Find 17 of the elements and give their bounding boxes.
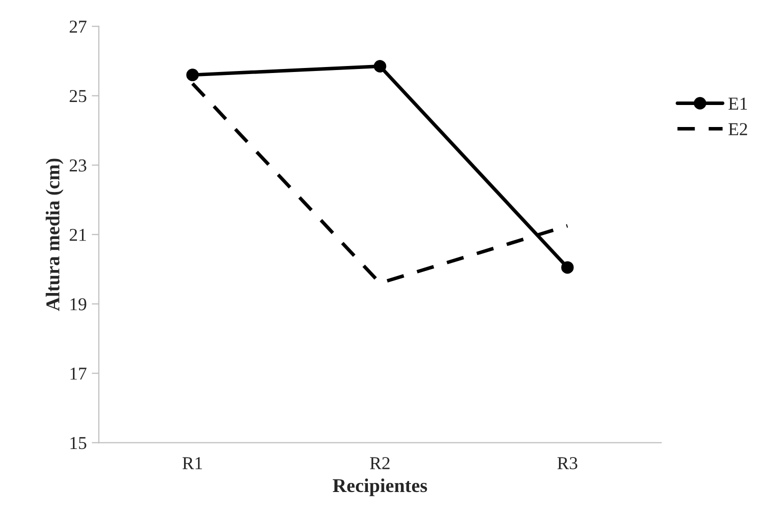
point — [561, 261, 574, 274]
y-tick-label: 27 — [70, 20, 86, 33]
point — [374, 60, 386, 72]
x-tick-label: R2 — [370, 457, 390, 470]
x-tick-label: R3 — [557, 457, 578, 470]
y-tick-label: 21 — [70, 228, 86, 241]
x-axis-title: Recipientes — [332, 478, 428, 496]
x-tick-label: R1 — [182, 457, 202, 470]
point — [186, 68, 199, 82]
y-tick-label: 23 — [70, 159, 86, 172]
y-tick-label: 25 — [70, 90, 86, 102]
y-tick-label: 19 — [70, 298, 86, 310]
legend-label: E1 — [728, 98, 747, 110]
y-tick-label: 15 — [70, 437, 86, 450]
y-tick-label: 17 — [70, 368, 86, 380]
legend-label: E2 — [728, 123, 748, 136]
y-axis-title: Altura media (cm) — [46, 158, 64, 311]
